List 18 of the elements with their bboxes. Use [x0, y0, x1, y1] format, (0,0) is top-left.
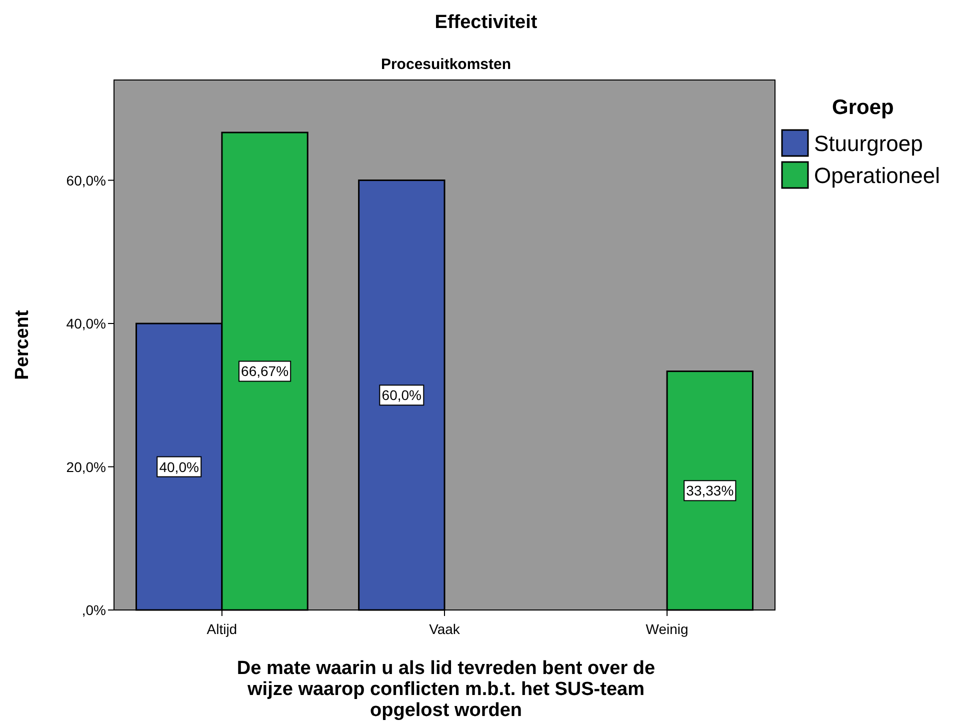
x-axis-title: De mate waarin u als lid tevreden bent over de wijze waarop conflicten m.b.t. het SUS-team opgelost worden: [236, 658, 656, 721]
data-label: 33,33%: [686, 482, 734, 499]
data-label: 40,0%: [159, 458, 199, 475]
y-tick-label: 40,0%: [66, 316, 106, 332]
data-label: 66,67%: [241, 363, 289, 380]
y-axis-title: Percent: [12, 309, 33, 380]
x-tick-label: Weinig: [646, 621, 688, 637]
x-tick-label: Altijd: [206, 621, 238, 637]
legend-title: Groep: [832, 96, 894, 119]
y-tick-label: 20,0%: [66, 458, 106, 475]
chart-subtitle: Procesuitkomsten: [380, 56, 512, 73]
legend-label: Operationeel: [814, 163, 940, 188]
chart-title: Effectiviteit: [434, 12, 538, 33]
y-tick-label: 60,0%: [66, 172, 106, 188]
legend-label: Stuurgroep: [814, 131, 923, 156]
x-tick-label: Vaak: [429, 621, 461, 637]
data-label: 60,0%: [382, 387, 422, 404]
y-tick-label: ,0%: [82, 602, 106, 618]
